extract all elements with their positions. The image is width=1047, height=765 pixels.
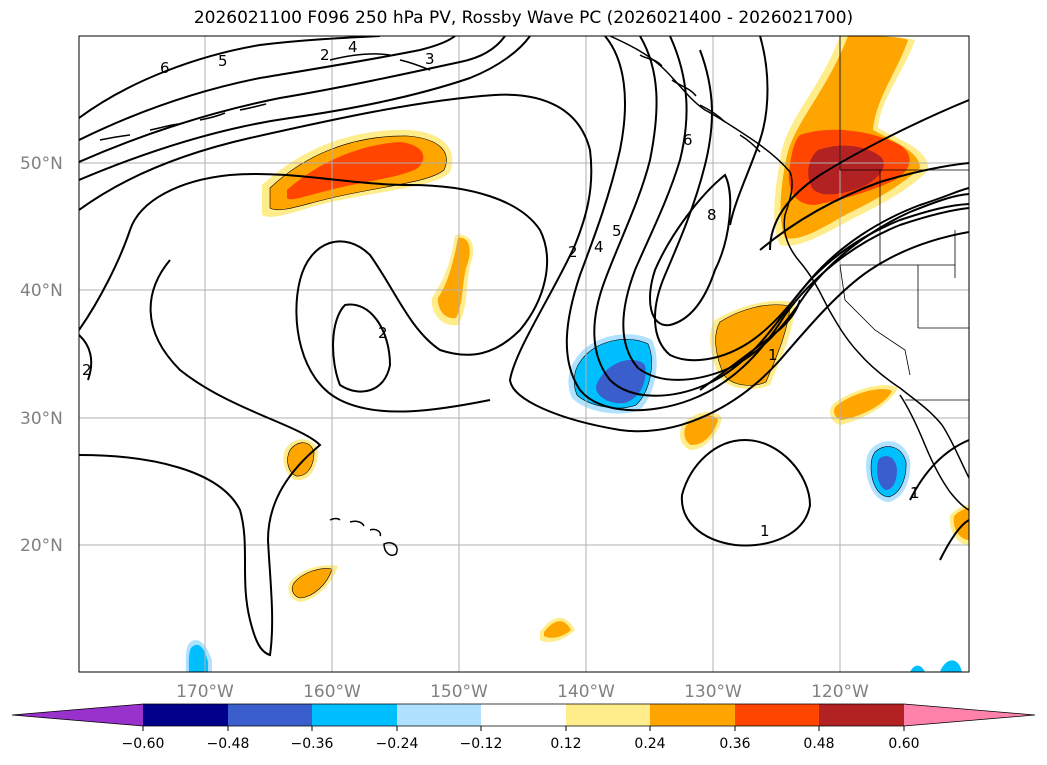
colorbar-segment-9 [819,704,904,726]
latitude-labels: 50°N 40°N 30°N 20°N [20,154,63,556]
lat-label-40n: 40°N [20,281,63,301]
colorbar-label-10: 0.60 [888,736,919,752]
contour-2-west-loop [79,172,548,413]
positive-anomaly-142w-core [544,621,571,638]
map-frame [78,35,970,673]
colorbar-label-8: 0.36 [719,736,750,752]
contour-label-2-west: 2 [82,361,92,379]
colorbar-segment-3 [312,704,397,726]
contour-label-1-south: 1 [760,522,770,540]
aleutian-islands [99,103,267,141]
lat-label-30n: 30°N [20,409,63,429]
contour-label-5-trough: 5 [612,222,622,240]
longitude-labels: 170°W 160°W 150°W 140°W 130°W 120°W [176,682,869,702]
contour-label-6-trough: 6 [683,131,693,149]
contour-4-trough [565,36,969,412]
contour-1-east [909,439,969,561]
contour-6-trough [622,36,969,381]
positive-anomaly-baja-core [834,388,892,420]
lon-label-120w: 120°W [811,682,869,702]
contour-7-trough [654,49,969,362]
lat-label-50n: 50°N [20,154,63,174]
contour-southwest [79,259,322,657]
map-title: 2026021100 F096 250 hPa PV, Rossby Wave … [193,8,854,28]
contour-label-4-trough: 4 [594,238,604,256]
contour-label-4: 4 [348,38,358,56]
contour-2-small-loop [332,303,392,393]
contour-labels: 6 5 4 3 2 2 2 2 4 5 6 8 1 1 1 [82,38,920,540]
colorbar-label-3: −0.36 [291,736,334,752]
contour-1-offshore [699,299,801,391]
north-america-coast [609,36,969,479]
contour-label-3: 3 [425,50,435,68]
political-borders [839,36,969,401]
contour-5-northwest [79,36,456,141]
gridlines [79,36,969,672]
contour-label-5: 5 [218,52,228,70]
contour-6-northwest [79,36,381,119]
contour-label-8: 8 [707,206,717,224]
lon-label-170w: 170°W [176,682,234,702]
anomaly-outlines [269,135,907,599]
positive-anomaly-northwest-core [287,142,424,200]
colorbar-segment-4 [397,704,481,726]
contour-label-6: 6 [160,59,170,77]
colorbar: −0.60 −0.48 −0.36 −0.24 −0.12 0.12 0.24 … [11,703,1036,752]
gulf-of-california-coast [899,394,969,511]
lon-label-150w: 150°W [430,682,488,702]
contour-label-2-loop: 2 [378,324,388,342]
lon-label-140w: 140°W [557,682,615,702]
contour-2-west-edge [79,334,93,381]
colorbar-label-1: −0.60 [122,736,165,752]
contour-2-large-trough [79,93,969,433]
colorbar-segment-6 [566,704,650,726]
lon-label-160w: 160°W [303,682,361,702]
negative-anomaly-170w-core [188,644,208,672]
colorbar-segment-2 [228,704,312,726]
colorbar-label-9: 0.48 [803,736,834,752]
contour-ridge-outer [729,36,969,251]
map-content: 6 5 4 3 2 2 2 2 4 5 6 8 1 1 1 [79,36,969,672]
colorbar-label-5: −0.12 [460,736,503,752]
positive-anomaly-167w-core [287,442,314,477]
colorbar-segment-5 [481,704,566,726]
contour-8-ridge [649,173,732,327]
contour-4-northwest [79,36,506,163]
pv-contours [79,36,969,657]
colorbar-segment-1 [143,704,228,726]
contour-1-south-loop [680,438,812,547]
pv-shading [185,36,969,672]
colorbar-segment-8 [735,704,819,726]
colorbar-label-7: 0.24 [634,736,665,752]
colorbar-ticks [142,726,905,731]
contour-label-1-east: 1 [910,484,920,502]
contour-label-1-offshore: 1 [768,346,778,364]
colorbar-label-6: 0.12 [550,736,581,752]
lon-label-130w: 130°W [684,682,742,702]
contour-3-northwest [79,36,531,181]
colorbar-segment-7 [650,704,735,726]
negative-anomaly-116w-core [877,456,897,490]
colorbar-label-4: −0.24 [376,736,419,752]
colorbar-label-2: −0.48 [207,736,250,752]
colorbar-segment-above [904,704,1035,726]
positive-anomaly-131w-core [684,415,718,446]
positive-anomaly-150w-core [437,237,470,319]
colorbar-segment-below [12,704,143,726]
contour-1-southeast [769,99,969,251]
lat-label-20n: 20°N [20,536,63,556]
hawaii-islands [329,517,398,556]
contour-label-2-north: 2 [320,46,330,64]
negative-anomaly-bottom-right [910,660,962,672]
contour-label-2-trough: 2 [568,243,578,261]
colorbar-tick-labels: −0.60 −0.48 −0.36 −0.24 −0.12 0.12 0.24 … [122,736,920,752]
